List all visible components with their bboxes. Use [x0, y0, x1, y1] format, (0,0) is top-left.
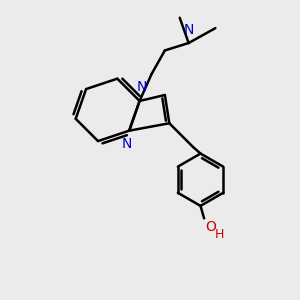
Text: N: N [137, 80, 147, 94]
Text: N: N [184, 23, 194, 37]
Text: H: H [214, 228, 224, 241]
Text: N: N [122, 137, 132, 151]
Text: O: O [206, 220, 217, 234]
